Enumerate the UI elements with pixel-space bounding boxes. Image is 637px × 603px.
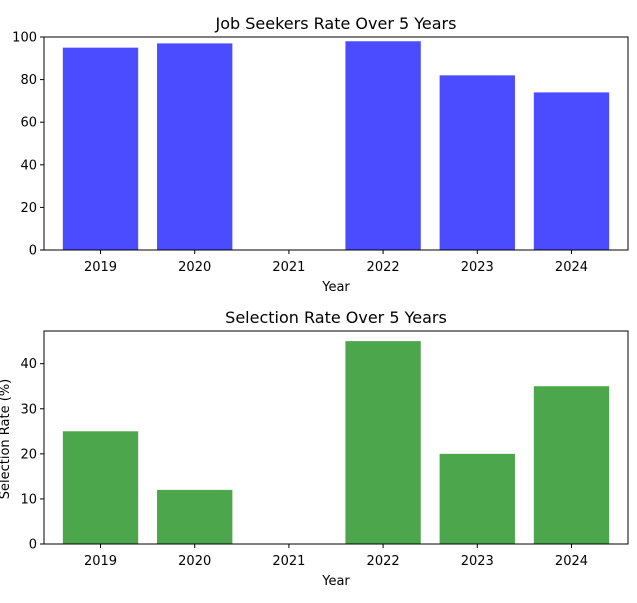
x-tick-label: 2023 xyxy=(461,260,494,275)
bar-2019 xyxy=(62,47,139,251)
plot-frame xyxy=(43,330,629,545)
bar-2023 xyxy=(439,453,515,544)
x-tick-label: 2020 xyxy=(178,554,211,569)
chart-selection-rate: Selection Rate Over 5 Years Year Selecti… xyxy=(0,308,629,589)
plot-frame xyxy=(43,36,629,251)
x-tick-label: 2024 xyxy=(555,260,588,275)
y-tick-label: 0 xyxy=(29,244,37,259)
x-axis-label: Year xyxy=(321,574,350,589)
x-tick-label: 2020 xyxy=(178,260,211,275)
chart-title: Selection Rate Over 5 Years xyxy=(225,308,447,327)
bar-2022 xyxy=(345,41,421,251)
x-tick-label: 2019 xyxy=(84,260,117,275)
y-tick-label: 20 xyxy=(20,447,37,462)
x-tick-label: 2022 xyxy=(367,554,400,569)
y-tick-label: 0 xyxy=(29,538,37,553)
chart-job-seekers: Job Seekers Rate Over 5 Years Year 2019 2… xyxy=(12,14,629,295)
bar-2024 xyxy=(533,386,610,544)
y-axis: 0 10 20 30 40 xyxy=(20,357,44,553)
x-axis-label: Year xyxy=(321,280,350,295)
x-tick-label: 2024 xyxy=(555,554,588,569)
y-tick-label: 40 xyxy=(20,158,37,173)
x-tick-label: 2021 xyxy=(272,554,305,569)
bar-2020 xyxy=(157,489,233,544)
bar-2019 xyxy=(62,431,139,544)
y-tick-label: 20 xyxy=(20,201,37,216)
bar-series xyxy=(62,41,610,251)
x-tick-label: 2022 xyxy=(367,260,400,275)
bar-series xyxy=(62,341,610,544)
x-tick-label: 2019 xyxy=(84,554,117,569)
y-tick-label: 40 xyxy=(20,357,37,372)
bar-2022 xyxy=(345,341,421,544)
y-axis-label: Selection Rate (%) xyxy=(0,379,13,499)
y-tick-label: 10 xyxy=(20,492,37,507)
x-axis: 2019 2020 2021 2022 2023 2024 xyxy=(84,544,588,569)
y-tick-label: 100 xyxy=(12,31,37,46)
x-axis: 2019 2020 2021 2022 2023 2024 xyxy=(84,250,588,275)
bar-2023 xyxy=(439,75,515,250)
chart-title: Job Seekers Rate Over 5 Years xyxy=(215,14,457,33)
y-tick-label: 80 xyxy=(20,73,37,88)
x-tick-label: 2021 xyxy=(272,260,305,275)
bar-2024 xyxy=(533,92,610,250)
y-tick-label: 30 xyxy=(20,402,37,417)
x-tick-label: 2023 xyxy=(461,554,494,569)
bar-2020 xyxy=(157,43,233,250)
y-axis: 0 20 40 60 80 100 xyxy=(12,31,44,259)
y-tick-label: 60 xyxy=(20,116,37,131)
